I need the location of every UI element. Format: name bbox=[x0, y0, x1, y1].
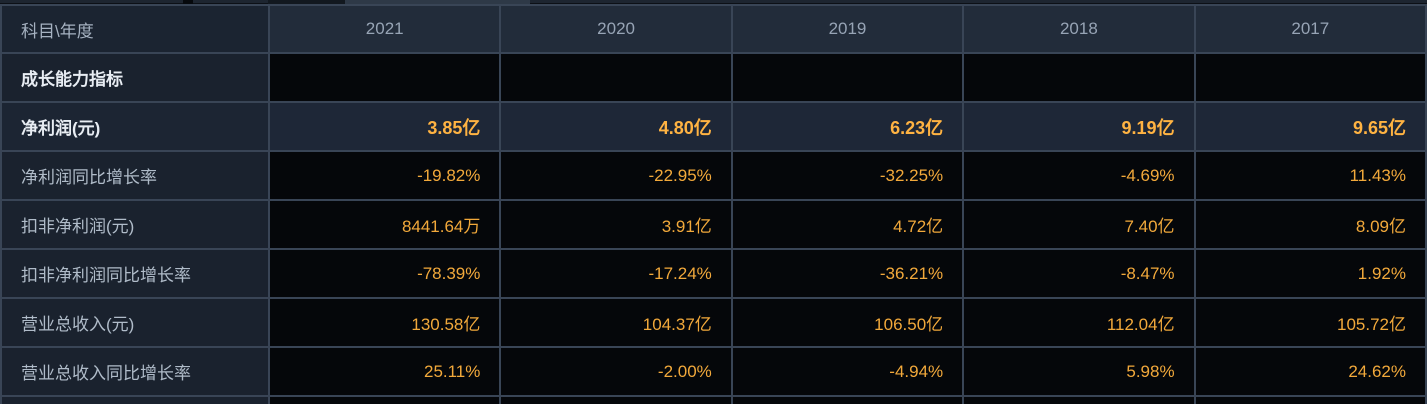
financial-metrics-table: 科目\年度 2021 2020 2019 2018 2017 成长能力指标 净利… bbox=[0, 4, 1427, 404]
value-number: 4.80 bbox=[658, 117, 694, 138]
value-unit: 亿 bbox=[925, 117, 944, 138]
row-label-cell: 扣非净利润(元) bbox=[0, 199, 270, 250]
section-row-label: 成长能力指标 bbox=[0, 52, 270, 103]
column-header-year-2017: 2017 bbox=[1193, 4, 1427, 54]
value-number: 9.65 bbox=[1352, 117, 1388, 138]
value-unit: 亿 bbox=[693, 117, 712, 138]
value-cell: -36.21% bbox=[730, 248, 965, 299]
row-label-cell: 营业总收入(元) bbox=[0, 297, 270, 348]
row-label-cell: 净利润同比增长率 bbox=[0, 150, 270, 201]
value-cell: 24.62% bbox=[1193, 346, 1427, 397]
value-cell: 9.19亿 bbox=[962, 101, 1196, 152]
value-cell: 7.40亿 bbox=[962, 199, 1196, 250]
value-cell: 5.98% bbox=[962, 346, 1196, 397]
row-label-cell: 扣非净利润同比增长率 bbox=[0, 248, 270, 299]
value-unit: 亿 bbox=[1388, 117, 1406, 138]
value-cell: 8.09亿 bbox=[1193, 199, 1427, 250]
row-non-gaap-net-profit[interactable]: 扣非净利润(元) 8441.64万 3.91亿 4.72亿 7.40亿 8.09… bbox=[0, 199, 1427, 250]
value-cell: 130.58亿 bbox=[267, 297, 502, 348]
value-unit: 亿 bbox=[1156, 117, 1175, 138]
value-unit: 亿 bbox=[462, 117, 481, 138]
value-cell bbox=[267, 395, 502, 404]
row-net-profit[interactable]: 净利润(元) 3.85亿 4.80亿 6.23亿 9.19亿 9.65亿 bbox=[0, 101, 1427, 152]
value-cell: 8441.64万 bbox=[267, 199, 502, 250]
value-cell: -22.95% bbox=[499, 150, 733, 201]
column-header-year-2021: 2021 bbox=[267, 4, 502, 54]
value-cell: 4.72亿 bbox=[730, 199, 965, 250]
value-cell: 1.92% bbox=[1193, 248, 1427, 299]
row-non-gaap-net-profit-growth[interactable]: 扣非净利润同比增长率 -78.39% -17.24% -36.21% -8.47… bbox=[0, 248, 1427, 299]
value-number: 6.23 bbox=[890, 117, 926, 138]
table-top-clip bbox=[0, 0, 1427, 4]
top-strip-dark-segment bbox=[268, 0, 345, 4]
value-cell: 25.11% bbox=[267, 346, 502, 397]
row-total-revenue-growth[interactable]: 营业总收入同比增长率 25.11% -2.00% -4.94% 5.98% 24… bbox=[0, 346, 1427, 397]
value-cell: 112.04亿 bbox=[962, 297, 1196, 348]
header-row: 科目\年度 2021 2020 2019 2018 2017 bbox=[0, 4, 1427, 54]
value-cell: 105.72亿 bbox=[1193, 297, 1427, 348]
value-cell: -2.00% bbox=[499, 346, 733, 397]
value-number: 3.85 bbox=[427, 117, 463, 138]
row-label-cell: 净利润(元) bbox=[0, 101, 270, 152]
value-cell: -32.25% bbox=[730, 150, 965, 201]
empty-cell bbox=[499, 52, 733, 103]
value-cell: 4.80亿 bbox=[499, 101, 733, 152]
value-cell: -4.94% bbox=[730, 346, 965, 397]
horizontal-scrollbar-thumb[interactable] bbox=[345, 0, 530, 4]
value-cell bbox=[962, 395, 1196, 404]
top-strip-dark-dash bbox=[183, 0, 193, 4]
empty-cell bbox=[730, 52, 965, 103]
row-net-profit-growth[interactable]: 净利润同比增长率 -19.82% -22.95% -32.25% -4.69% … bbox=[0, 150, 1427, 201]
empty-cell bbox=[1193, 52, 1427, 103]
row-total-revenue[interactable]: 营业总收入(元) 130.58亿 104.37亿 106.50亿 112.04亿… bbox=[0, 297, 1427, 348]
value-cell: -19.82% bbox=[267, 150, 502, 201]
column-header-subject: 科目\年度 bbox=[0, 4, 270, 54]
value-cell: -8.47% bbox=[962, 248, 1196, 299]
value-cell: 3.85亿 bbox=[267, 101, 502, 152]
value-cell: 11.43% bbox=[1193, 150, 1427, 201]
value-cell: 9.65亿 bbox=[1193, 101, 1427, 152]
row-label-cell: 营业总收入同比增长率 bbox=[0, 346, 270, 397]
value-cell: -78.39% bbox=[267, 248, 502, 299]
value-cell: 104.37亿 bbox=[499, 297, 733, 348]
value-cell bbox=[499, 395, 733, 404]
value-number: 9.19 bbox=[1121, 117, 1157, 138]
empty-cell bbox=[962, 52, 1196, 103]
empty-cell bbox=[267, 52, 502, 103]
value-cell: -17.24% bbox=[499, 248, 733, 299]
column-header-year-2018: 2018 bbox=[962, 4, 1196, 54]
value-cell bbox=[1193, 395, 1427, 404]
value-cell: 6.23亿 bbox=[730, 101, 965, 152]
value-cell: 3.91亿 bbox=[499, 199, 733, 250]
value-cell: -4.69% bbox=[962, 150, 1196, 201]
partial-clipped-row bbox=[0, 395, 1427, 404]
value-cell: 106.50亿 bbox=[730, 297, 965, 348]
row-label-cell bbox=[0, 395, 270, 404]
section-row-growth-indicators[interactable]: 成长能力指标 bbox=[0, 52, 1427, 103]
column-header-year-2019: 2019 bbox=[730, 4, 965, 54]
column-header-year-2020: 2020 bbox=[499, 4, 733, 54]
value-cell bbox=[730, 395, 965, 404]
